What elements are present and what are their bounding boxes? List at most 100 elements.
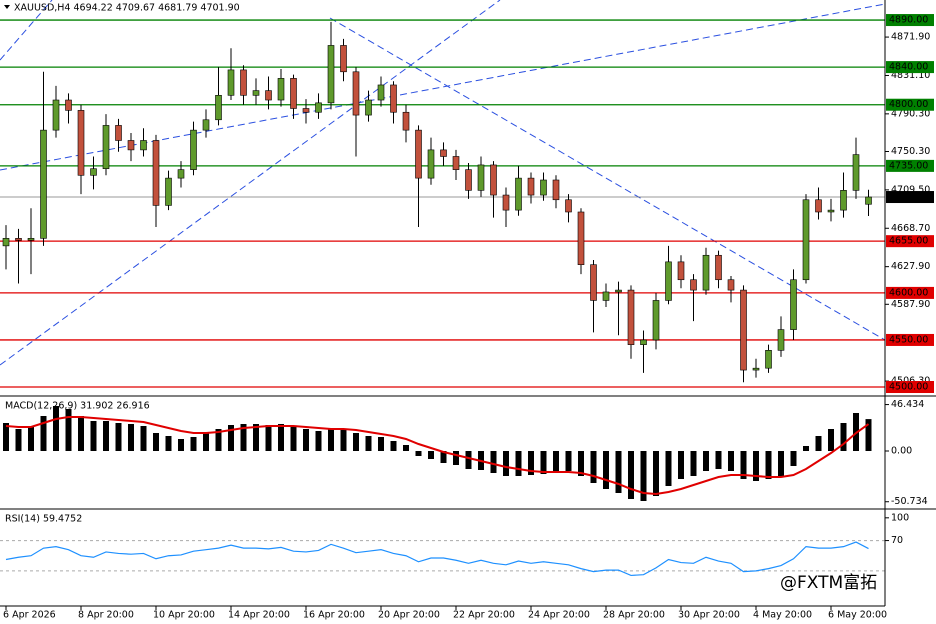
macd-bar <box>803 446 809 451</box>
candle-body <box>677 261 685 281</box>
macd-bar <box>340 429 347 451</box>
level-label-box <box>886 159 934 172</box>
x-tick-label: 22 Apr 20:00 <box>453 610 515 621</box>
candle-body <box>352 71 360 116</box>
level-label: 4735.00 <box>889 160 928 171</box>
candle-body <box>615 289 622 293</box>
macd-bar <box>603 451 609 489</box>
level-label: 4890.00 <box>889 15 928 26</box>
macd-bar <box>403 445 409 451</box>
macd-bar <box>465 451 472 469</box>
macd-bar <box>65 409 72 451</box>
y-tick-label: 4831.10 <box>891 70 930 81</box>
macd-bar <box>865 419 872 451</box>
candle-body <box>377 84 385 101</box>
macd-bar <box>53 406 59 451</box>
macd-bar <box>640 451 647 501</box>
macd-bar <box>28 426 34 451</box>
level-label-box <box>886 14 934 27</box>
macd-bar <box>690 451 697 476</box>
candle-body <box>290 78 297 109</box>
macd-bar <box>315 431 322 451</box>
candle-body <box>765 350 772 369</box>
macd-bar <box>253 424 259 451</box>
x-tick-label: 24 Apr 20:00 <box>528 610 590 621</box>
macd-bar <box>753 451 759 481</box>
candle-body <box>240 69 247 96</box>
macd-bar <box>115 423 122 451</box>
macd-bar <box>40 416 47 451</box>
candle-body <box>790 279 797 330</box>
macd-bar <box>453 451 459 465</box>
trend-line <box>0 3 886 171</box>
candle-body <box>527 177 535 196</box>
candle-body <box>52 99 60 131</box>
candle-body <box>165 177 172 206</box>
y-tick-label: 4627.90 <box>891 261 930 272</box>
macd-header: MACD(12,26,9) 31.902 26.916 <box>5 401 150 412</box>
x-tick-label: 8 Apr 20:00 <box>78 610 134 621</box>
candle-body <box>340 45 347 73</box>
x-tick-label: 6 Apr 2026 <box>3 610 56 621</box>
y-tick-label: 4587.90 <box>891 299 930 310</box>
macd-bar <box>203 433 209 451</box>
candle-body <box>415 129 422 179</box>
candle-body <box>440 149 447 157</box>
candle-body <box>590 264 597 301</box>
menu-arrow[interactable] <box>4 5 10 9</box>
rsi-line <box>5 541 869 577</box>
y-tick-label: 46.434 <box>891 399 924 410</box>
level-label-box <box>886 333 934 346</box>
macd-bar <box>678 451 684 479</box>
candle-body <box>390 84 397 113</box>
macd-bar <box>728 451 734 471</box>
macd-bar <box>3 423 9 451</box>
candle-body <box>715 254 722 281</box>
candle-body <box>490 164 497 196</box>
x-tick-label: 14 Apr 20:00 <box>228 610 290 621</box>
candle-body <box>802 199 810 281</box>
plot-layer: 4871.90 4831.10 4790.30 4750.30 4709.50 4668.… <box>0 14 934 621</box>
candle-body <box>227 69 235 96</box>
macd-bar <box>215 429 222 451</box>
candle-body <box>515 177 522 211</box>
level-label-box <box>886 98 934 111</box>
candle-body <box>840 190 847 211</box>
candle-body <box>102 125 110 170</box>
rsi-header: RSI(14) 59.4752 <box>5 514 82 525</box>
macd-bar <box>103 421 109 451</box>
macd-bar <box>78 416 84 451</box>
y-tick-label: 70 <box>891 535 903 546</box>
macd-bar <box>178 439 184 451</box>
macd-bar <box>265 425 272 451</box>
macd-bar <box>15 429 22 451</box>
candle-body <box>752 367 760 371</box>
candle-body <box>252 90 260 96</box>
macd-bar <box>153 433 159 451</box>
signal-line <box>5 416 870 496</box>
macd-bar <box>540 451 547 474</box>
level-label: 4500.00 <box>889 382 928 393</box>
candle-body <box>502 194 510 211</box>
y-tick-label: 4871.90 <box>891 32 930 43</box>
candle-body <box>815 199 822 213</box>
trend-line <box>0 0 501 366</box>
level-label: 4840.00 <box>889 62 928 73</box>
candle-body <box>777 329 785 351</box>
price-label-box <box>886 191 934 204</box>
level-label: 4655.00 <box>889 236 928 247</box>
level-label-box <box>886 235 934 248</box>
macd-bar <box>503 451 509 476</box>
candle-body <box>477 164 485 191</box>
candle-body <box>652 300 660 341</box>
macd-bar <box>828 429 834 451</box>
x-tick-label: 20 Apr 20:00 <box>378 610 440 621</box>
candle-body <box>602 291 610 301</box>
y-tick-label: 4750.30 <box>891 146 930 157</box>
candle-body <box>565 199 572 213</box>
x-tick-label: 16 Apr 20:00 <box>303 610 365 621</box>
y-tick-label: 100 <box>891 512 909 523</box>
y-tick-label: 4668.70 <box>891 223 930 234</box>
candle-body <box>665 261 672 301</box>
